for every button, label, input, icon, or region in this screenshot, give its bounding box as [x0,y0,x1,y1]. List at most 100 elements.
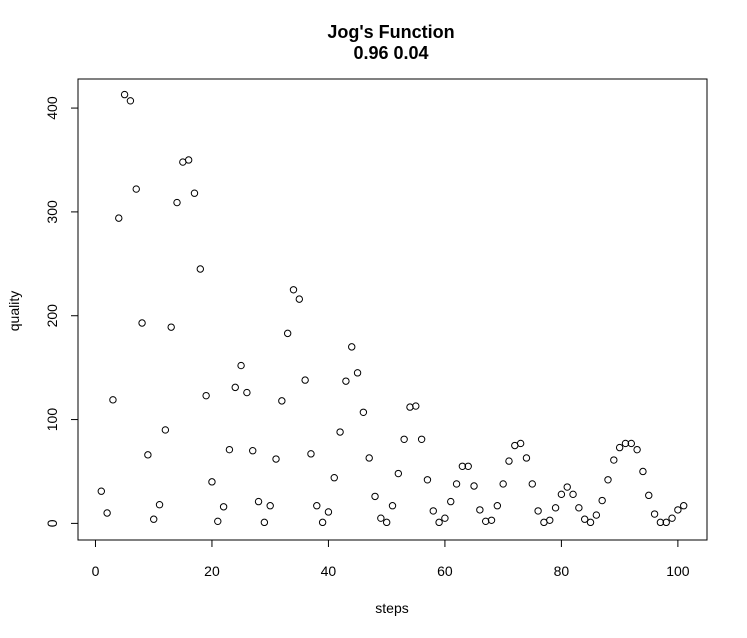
data-point [499,480,507,488]
x-axis-label: steps [375,600,408,616]
y-tick-label: 400 [44,96,60,120]
data-point [214,517,222,526]
x-axis: 0 20 40 60 80 100 [92,539,690,579]
data-point [476,506,484,514]
data-point [528,480,536,488]
data-point [184,156,193,164]
data-point [429,507,437,515]
chart-title: Jog's Function [327,22,454,42]
data-point [563,483,571,491]
y-axis-label: quality [6,291,22,331]
chart-subtitle: 0.96 0.04 [353,43,428,63]
x-tick-label: 0 [92,563,100,579]
data-point [650,510,659,518]
x-tick-label: 40 [321,563,337,579]
data-point [645,491,653,500]
data-point [452,480,461,488]
data-point [120,90,129,99]
data-point [278,397,286,405]
x-tick-label: 100 [666,563,690,579]
data-point [598,496,606,505]
y-tick-label: 100 [44,408,60,432]
y-tick-label: 0 [44,519,60,527]
data-point [318,518,327,527]
data-point [342,377,350,385]
data-point [575,504,583,512]
data-point [470,482,478,490]
data-point [680,502,688,510]
data-point [196,265,205,273]
data-point [243,388,251,397]
data-point [365,454,373,462]
data-point [254,497,263,506]
data-point [447,497,455,506]
data-point [592,511,601,519]
data-point [546,516,554,524]
data-point [231,383,239,392]
data-point [668,514,676,522]
data-point [377,514,385,522]
data-point [307,450,315,458]
data-point [441,514,449,522]
data-point [458,462,467,470]
data-point [551,504,560,512]
data-point [516,439,525,448]
y-tick-label: 300 [44,200,60,224]
data-point [266,502,274,510]
data-point [487,516,496,524]
data-point [569,490,577,499]
data-point [190,189,199,197]
data-point [610,456,618,464]
data-point [505,457,513,465]
data-point [406,403,414,411]
data-point [138,319,146,327]
data-point [202,391,210,400]
data-point [580,515,589,523]
data-point [260,518,269,527]
data-point [353,369,362,377]
data-point [115,214,123,222]
data-point [423,476,432,484]
data-point [493,502,502,510]
data-point [621,439,630,448]
data-point [219,503,228,511]
data-point [481,517,490,526]
data-point [103,509,111,517]
data-point [400,435,408,443]
data-point [382,518,391,527]
x-tick-label: 60 [437,563,453,579]
data-point [417,435,426,443]
data-point [464,462,472,470]
data-point [144,451,152,459]
data-point [283,329,292,338]
data-point [371,492,379,501]
data-point [615,443,624,452]
data-point [289,286,298,294]
data-point [126,97,135,105]
data-point [662,518,670,527]
data-point [249,447,257,455]
data-point [627,439,635,448]
x-tick-label: 80 [554,563,570,579]
data-point [295,295,304,303]
data-point [208,478,216,486]
data-point [534,507,542,515]
data-point [225,445,234,454]
data-point [173,198,181,207]
data-point [155,500,164,509]
data-point [109,396,117,404]
data-point [313,502,321,510]
data-point [132,185,140,193]
data-point [435,518,443,527]
plot-frame [77,78,708,541]
x-tick-label: 20 [204,563,220,579]
data-point [604,476,612,484]
data-point [324,508,333,516]
data-point [150,515,158,523]
data-point [237,361,245,370]
data-point [301,376,309,384]
data-point [412,402,420,410]
data-point [388,502,397,510]
data-point [167,323,175,331]
